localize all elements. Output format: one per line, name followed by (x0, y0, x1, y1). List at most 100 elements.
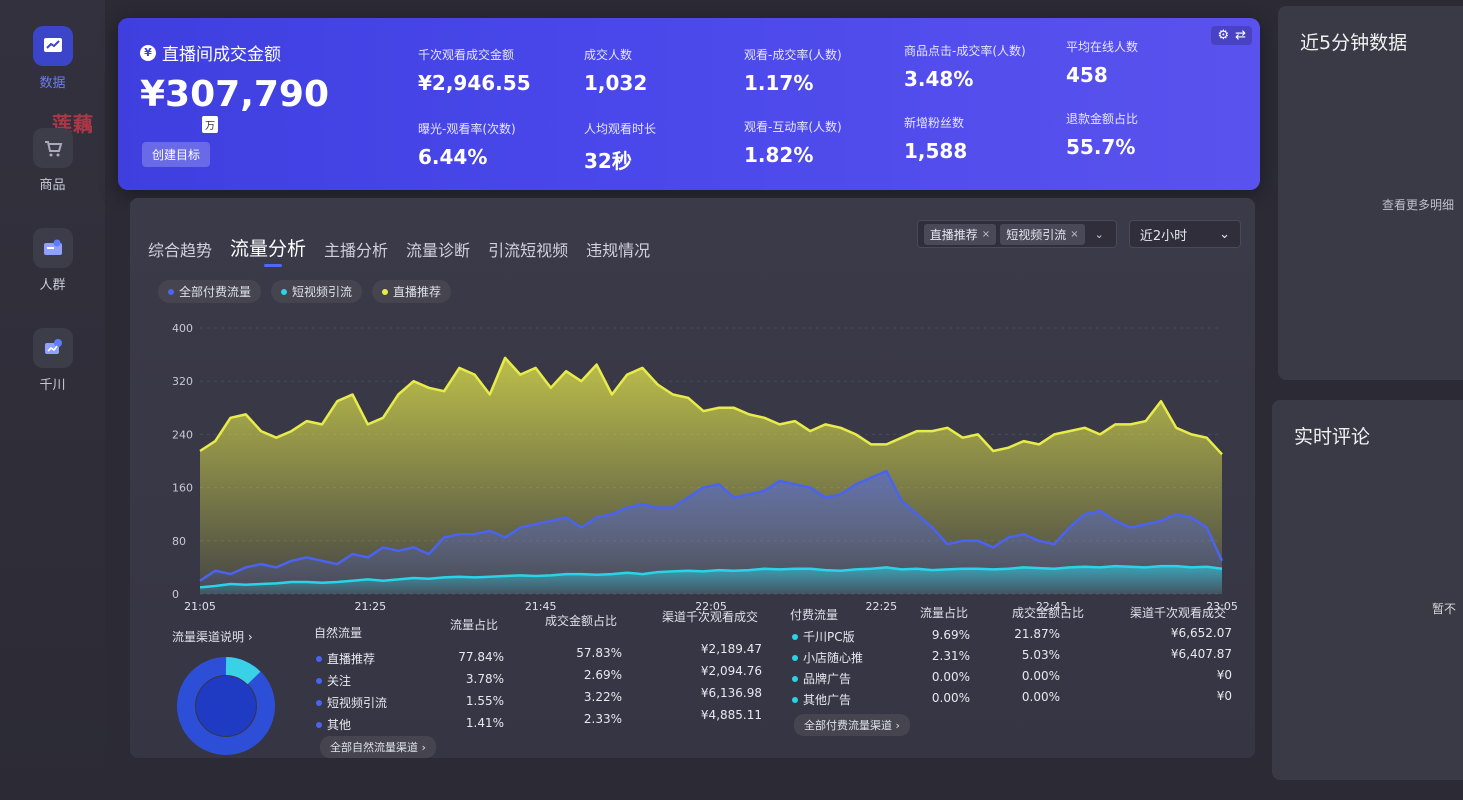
channel-multiselect[interactable]: 直播推荐 × 短视频引流 × ⌄ (916, 220, 1117, 248)
recent-5min-panel: 近5分钟数据 查看更多明细 (1278, 6, 1463, 380)
gmv-title: ¥ 直播间成交金额 (140, 40, 281, 65)
series-line-1[interactable] (199, 469, 1224, 582)
close-icon[interactable]: × (1070, 228, 1079, 240)
metric-label: 新增粉丝数 (904, 116, 965, 130)
metric-label: 成交人数 (584, 48, 633, 62)
metric-value: 458 (1066, 63, 1108, 87)
nav-item-data[interactable]: 数据 (0, 26, 105, 91)
legend-paid-traffic[interactable]: 全部付费流量 (158, 280, 262, 303)
table-cell-gmv-share: 2.33% (583, 712, 622, 726)
row-label: 其他广告 (803, 693, 852, 707)
row-label: 短视频引流 (327, 696, 388, 710)
metric-label: 退款金额占比 (1066, 112, 1139, 126)
swap-arrows-icon[interactable]: ⇄ (1235, 28, 1246, 43)
row-dot (792, 675, 798, 682)
analysis-tabs: 综合趋势 流量分析 主播分析 流量诊断 引流短视频 违规情况 (148, 234, 651, 267)
all-natural-channels-button[interactable]: 全部自然流量渠道 › (320, 736, 436, 758)
paid-traffic-title: 付费流量 (790, 608, 839, 622)
nav-label-data: 数据 (39, 76, 66, 91)
table-row-name: 短视频引流 (316, 694, 387, 711)
table-cell-gmv-share: 3.22% (583, 690, 622, 704)
metric-value: ¥2,946.55 (418, 71, 531, 95)
table-row-name: 小店随心推 (792, 649, 863, 666)
tab-traffic-diagnosis[interactable]: 流量诊断 (406, 241, 471, 260)
chart-trend-icon (32, 26, 73, 66)
row-dot (316, 721, 322, 728)
legend-label: 短视频引流 (292, 285, 353, 299)
row-label: 直播推荐 (327, 652, 376, 666)
legend-short-video[interactable]: 短视频引流 (271, 280, 363, 303)
metric-buyers: 成交人数 1,032 (584, 46, 647, 95)
table-cell-gmv-share: 0.00% (1021, 669, 1060, 683)
megaphone-icon (32, 328, 73, 368)
metric-avg-online: 平均在线人数 458 (1066, 38, 1138, 87)
row-label: 关注 (327, 674, 352, 688)
table-cell-gpm: ¥6,652.07 (1170, 626, 1232, 640)
nav-label-goods: 商品 (39, 178, 66, 193)
legend-label: 直播推荐 (393, 285, 442, 299)
chevron-down-icon[interactable]: ⌄ (1094, 227, 1104, 241)
view-more-details-link[interactable]: 查看更多明细 (1382, 198, 1455, 212)
natural-header-share: 流量占比 (450, 618, 499, 632)
nav-item-qianchuan[interactable]: 千川 (0, 328, 105, 393)
series-line-0[interactable] (199, 356, 1223, 456)
paid-header-gpm: 渠道千次观看成交 (1130, 606, 1227, 620)
metric-interaction: 观看-互动率(人数) 1.82% (744, 118, 842, 167)
table-cell-share: 9.69% (931, 628, 970, 642)
nav-label-crowd: 人群 (39, 278, 66, 293)
table-cell-gmv-share: 2.69% (583, 668, 622, 682)
series-line-2[interactable] (199, 564, 1223, 589)
legend-live-recommend[interactable]: 直播推荐 (372, 280, 452, 303)
gmv-value: ¥307,790 (140, 74, 330, 115)
chip-live-recommend[interactable]: 直播推荐 × (923, 223, 997, 245)
metric-refund-share: 退款金额占比 55.7% (1066, 110, 1138, 159)
row-dot (792, 696, 798, 703)
row-dot (316, 677, 322, 684)
nav-item-goods[interactable]: 商品 (0, 128, 105, 193)
x-tick-label: 22:05 (695, 600, 727, 613)
all-paid-channels-button[interactable]: 全部付费流量渠道 › (794, 714, 910, 736)
recent-5min-title: 近5分钟数据 (1300, 32, 1408, 54)
metric-value: 1.82% (744, 143, 814, 167)
tab-traffic-analysis[interactable]: 流量分析 (230, 234, 306, 267)
y-tick-label: 320 (172, 375, 193, 388)
row-label: 品牌广告 (803, 672, 852, 686)
metric-click-conversion: 商品点击-成交率(人数) 3.48% (904, 42, 1026, 91)
x-tick-label: 21:05 (184, 600, 216, 613)
table-row-name: 其他 (316, 716, 351, 733)
natural-header-gpm: 渠道千次观看成交 (662, 610, 759, 624)
natural-header-gmv-share: 成交金额占比 (545, 614, 618, 628)
table-cell-gpm: ¥0 (1216, 689, 1232, 703)
chip-short-video[interactable]: 短视频引流 × (1000, 223, 1085, 245)
chevron-down-icon: ⌄ (1219, 226, 1230, 242)
tab-anchor-analysis[interactable]: 主播分析 (324, 241, 389, 260)
table-cell-share: 1.55% (465, 694, 504, 708)
nav-item-crowd[interactable]: 人群 (0, 228, 105, 293)
x-tick-label: 21:45 (525, 600, 557, 613)
create-goal-button[interactable]: 创建目标 (142, 142, 211, 167)
metric-value: 1.17% (744, 71, 814, 95)
tab-overall-trend[interactable]: 综合趋势 (148, 241, 213, 260)
legend-label: 全部付费流量 (179, 285, 252, 299)
chart-filters: 直播推荐 × 短视频引流 × ⌄ 近2小时 ⌄ (916, 220, 1241, 248)
y-tick-label: 80 (172, 535, 186, 548)
tab-short-video[interactable]: 引流短视频 (488, 241, 569, 260)
users-icon (32, 228, 73, 268)
table-cell-gpm: ¥0 (1216, 668, 1232, 682)
paid-header-gmv-share: 成交金额占比 (1012, 606, 1085, 620)
table-cell-share: 0.00% (931, 691, 970, 705)
metric-label: 千次观看成交金额 (418, 48, 515, 62)
kpi-banner: ¥ 直播间成交金额 ¥307,790 万 创建目标 千次观看成交金额 ¥2,94… (118, 18, 1260, 190)
tab-violations[interactable]: 违规情况 (586, 241, 651, 260)
row-label: 千川PC版 (803, 630, 855, 644)
time-range-select[interactable]: 近2小时 ⌄ (1128, 220, 1241, 248)
x-tick-label: 22:25 (865, 600, 897, 613)
settings-gear-icon[interactable]: ⚙ (1217, 28, 1230, 43)
metric-label: 观看-互动率(人数) (744, 120, 842, 134)
row-dot (792, 654, 798, 661)
row-dot (316, 699, 322, 706)
traffic-channel-explain-link[interactable]: 流量渠道说明 › (172, 630, 253, 644)
close-icon[interactable]: × (981, 228, 991, 240)
metric-view-conversion: 观看-成交率(人数) 1.17% (744, 46, 842, 95)
table-row-name: 品牌广告 (792, 670, 851, 687)
